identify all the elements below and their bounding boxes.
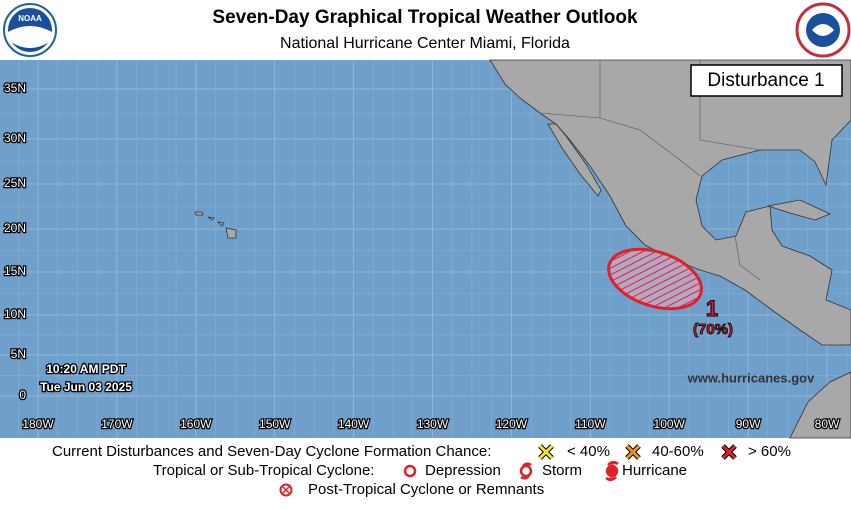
disturbance-area[interactable] xyxy=(601,238,709,319)
lon-label: 140W xyxy=(338,417,370,431)
lon-label: 100W xyxy=(654,417,686,431)
lat-label: 5N xyxy=(11,347,26,361)
time: 10:20 AM PDT xyxy=(46,362,126,376)
legend-depression: Depression xyxy=(425,462,501,479)
svg-text:NOAA: NOAA xyxy=(18,14,42,23)
icon-hurricane xyxy=(605,461,619,481)
legend-low: < 40% xyxy=(567,443,610,460)
icon-high xyxy=(721,444,737,460)
disturbance-chance: (70%) xyxy=(693,321,733,338)
lon-labels: 180W 170W 160W 150W 140W 130W 120W 110W 100W 90W 8… xyxy=(21,416,841,433)
noaa-logo: NOAA xyxy=(3,3,57,57)
lat-label: 20N xyxy=(4,221,26,235)
disturbance-box-label: Disturbance 1 xyxy=(707,70,824,91)
date: Tue Jun 03 2025 xyxy=(40,380,132,394)
lat-label: 30N xyxy=(4,131,26,145)
subtitle: National Hurricane Center Miami, Florida xyxy=(280,35,570,52)
legend-high: > 60% xyxy=(748,443,791,460)
lon-label: 150W xyxy=(259,417,291,431)
lat-label: 35N xyxy=(4,81,26,95)
lon-label: 90W xyxy=(736,417,761,431)
legend: Current Disturbances and Seven-Day Cyclo… xyxy=(52,443,791,498)
legend-mid: 40-60% xyxy=(652,443,704,460)
graticule xyxy=(0,60,851,438)
nws-logo xyxy=(795,2,851,58)
legend-row1-label: Current Disturbances and Seven-Day Cyclo… xyxy=(52,443,491,460)
disturbance-number: 1 xyxy=(706,296,718,321)
lon-label: 160W xyxy=(180,417,212,431)
lat-label: 25N xyxy=(4,176,26,190)
lat-labels: 35N 30N 25N 20N 15N 10N 5N 0 xyxy=(3,80,28,404)
map: 1 (70%) Disturbance 1 10:20 AM PDT Tue J… xyxy=(0,59,851,439)
icon-mid xyxy=(625,444,641,460)
lat-label: 15N xyxy=(4,264,26,278)
lon-label: 120W xyxy=(496,417,528,431)
icon-post-tropical xyxy=(279,483,293,497)
icon-storm xyxy=(519,462,533,480)
lon-label: 130W xyxy=(417,417,449,431)
lat-label: 0 xyxy=(19,388,26,402)
icon-low xyxy=(538,444,554,460)
lon-label: 110W xyxy=(575,417,606,431)
legend-row2-label: Tropical or Sub-Tropical Cyclone: xyxy=(153,462,374,479)
lon-label: 80W xyxy=(815,417,840,431)
website[interactable]: www.hurricanes.gov xyxy=(687,370,815,385)
lon-label: 170W xyxy=(101,417,133,431)
land xyxy=(194,59,851,439)
legend-hurricane: Hurricane xyxy=(622,462,687,479)
title: Seven-Day Graphical Tropical Weather Out… xyxy=(212,7,638,28)
lat-label: 10N xyxy=(4,307,26,321)
legend-row3-label: Post-Tropical Cyclone or Remnants xyxy=(308,481,544,498)
icon-depression xyxy=(403,464,417,478)
disturbance-box xyxy=(690,64,843,97)
legend-storm: Storm xyxy=(542,462,582,479)
lon-label: 180W xyxy=(22,417,54,431)
